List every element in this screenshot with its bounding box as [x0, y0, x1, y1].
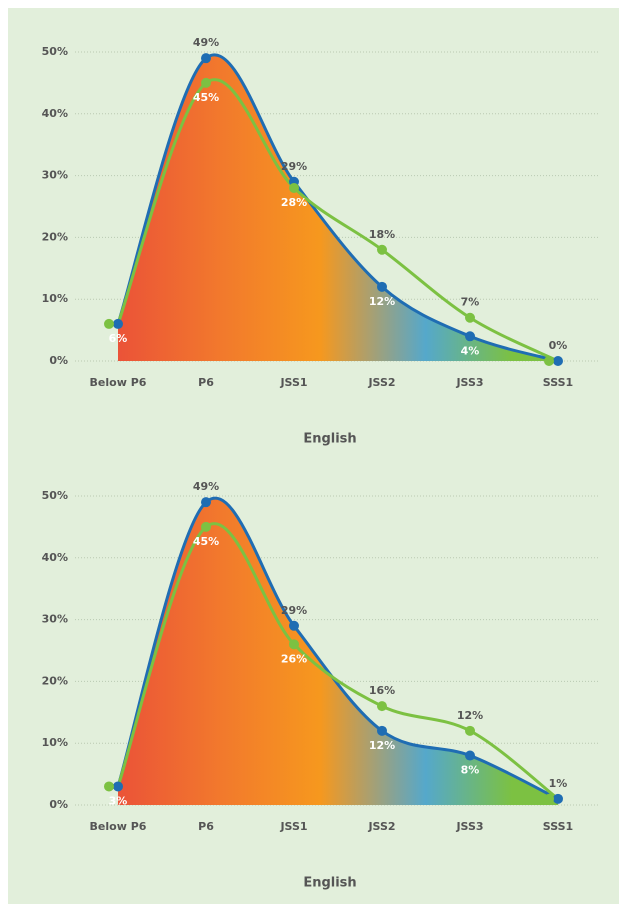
data-label: 12%: [369, 295, 395, 308]
y-tick-label: 0%: [49, 354, 68, 367]
marker: [113, 318, 123, 329]
data-label: 12%: [457, 709, 483, 722]
data-label: 18%: [369, 228, 395, 241]
y-tick-label: 0%: [49, 798, 68, 811]
x-tick-label: JSS2: [367, 376, 395, 389]
data-label: 4%: [461, 344, 480, 357]
data-label: 3%: [109, 794, 128, 807]
data-label: 8%: [461, 764, 480, 777]
data-label: 49%: [193, 36, 219, 49]
data-label: 7%: [461, 296, 480, 309]
x-tick-label: JSS1: [279, 820, 307, 833]
y-tick-label: 30%: [42, 613, 68, 626]
marker: [377, 701, 387, 712]
y-tick-label: 20%: [42, 674, 68, 687]
data-label: 16%: [369, 684, 395, 697]
marker: [465, 331, 475, 342]
data-label: 6%: [109, 332, 128, 345]
y-tick-label: 40%: [42, 551, 68, 564]
marker: [377, 725, 387, 736]
x-tick-label: JSS3: [455, 376, 483, 389]
x-tick-label: JSS3: [455, 820, 483, 833]
data-label: 29%: [281, 160, 307, 173]
x-tick-label: P6: [198, 820, 214, 833]
x-tick-label: JSS1: [279, 376, 307, 389]
data-label: 29%: [281, 604, 307, 617]
marker: [377, 244, 387, 255]
marker: [201, 497, 211, 508]
x-axis-label: English: [303, 432, 356, 447]
data-label: 1%: [549, 777, 568, 790]
x-tick-label: SSS1: [543, 376, 573, 389]
marker: [465, 312, 475, 323]
marker: [553, 356, 563, 366]
marker: [201, 77, 211, 88]
area: [118, 498, 558, 805]
y-tick-label: 40%: [42, 107, 68, 120]
x-tick-label: P6: [198, 376, 214, 389]
data-label: 28%: [281, 196, 307, 209]
marker: [201, 53, 211, 64]
data-label: 26%: [281, 652, 307, 665]
data-label: 45%: [193, 91, 219, 104]
x-axis-label: English: [303, 876, 356, 891]
marker: [104, 781, 114, 792]
marker: [553, 793, 563, 804]
area: [118, 54, 558, 362]
data-label: 45%: [193, 535, 219, 548]
y-tick-label: 20%: [42, 230, 68, 243]
marker: [289, 620, 299, 631]
marker: [544, 793, 554, 804]
y-tick-label: 50%: [42, 489, 68, 502]
marker: [377, 281, 387, 292]
marker: [544, 356, 554, 366]
y-tick-label: 30%: [42, 169, 68, 182]
x-tick-label: Below P6: [90, 376, 147, 389]
y-tick-label: 10%: [42, 292, 68, 305]
marker: [104, 318, 114, 329]
data-label: 49%: [193, 480, 219, 493]
marker: [289, 182, 299, 193]
y-tick-label: 10%: [42, 736, 68, 749]
x-tick-label: JSS2: [367, 820, 395, 833]
marker: [201, 521, 211, 532]
y-tick-label: 50%: [42, 45, 68, 58]
marker: [289, 639, 299, 650]
x-tick-label: SSS1: [543, 820, 573, 833]
marker: [465, 725, 475, 736]
data-label: 0%: [549, 339, 568, 352]
marker: [465, 750, 475, 761]
x-tick-label: Below P6: [90, 820, 147, 833]
marker: [113, 781, 123, 792]
data-label: 12%: [369, 739, 395, 752]
